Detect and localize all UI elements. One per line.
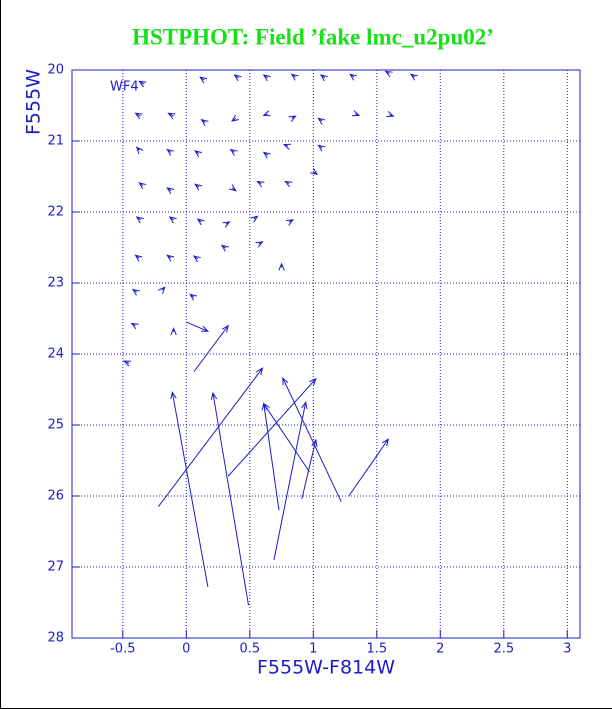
arrowhead <box>319 74 328 82</box>
arrowhead <box>384 70 393 78</box>
arrowhead <box>166 148 175 156</box>
x-tick-label: 3 <box>563 642 571 657</box>
arrowhead <box>309 377 317 386</box>
arrowhead <box>170 391 177 400</box>
arrow <box>348 438 389 497</box>
x-tick-label: 2.5 <box>493 642 514 657</box>
y-tick-label: 28 <box>47 631 64 646</box>
arrowhead <box>222 221 231 228</box>
arrowhead <box>138 182 147 190</box>
arrowhead <box>168 216 177 224</box>
arrowhead <box>200 118 209 126</box>
arrow <box>301 439 317 499</box>
arrow <box>263 403 310 473</box>
arrowhead <box>311 438 318 447</box>
arrowhead <box>138 80 147 88</box>
arrowhead <box>194 150 203 158</box>
arrowhead <box>131 288 140 296</box>
arrow <box>193 325 229 373</box>
plot-frame <box>71 69 581 639</box>
arrowhead <box>221 324 229 333</box>
arrowhead <box>352 110 361 117</box>
annotation: WF4 <box>110 80 139 95</box>
arrowhead <box>282 143 292 150</box>
arrowhead <box>410 73 419 81</box>
arrowhead <box>167 112 176 120</box>
arrowhead <box>301 401 308 410</box>
arrowhead <box>255 241 264 248</box>
arrowhead <box>263 402 270 411</box>
arrowhead <box>166 187 175 195</box>
arrowhead <box>170 327 177 336</box>
y-tick-label: 26 <box>47 489 64 504</box>
arrowhead <box>220 244 229 252</box>
arrow <box>171 392 209 587</box>
arrowhead <box>382 438 389 447</box>
arrowhead <box>284 180 293 188</box>
y-axis-label: F555W <box>23 69 45 135</box>
arrowhead <box>282 376 289 386</box>
arrowhead <box>134 112 143 120</box>
arrow <box>157 367 263 507</box>
arrowhead <box>194 183 203 191</box>
arrowhead <box>250 215 259 223</box>
arrow <box>273 402 307 560</box>
arrowhead <box>262 151 271 159</box>
arrowhead <box>233 74 242 82</box>
arrowhead <box>310 168 319 176</box>
arrow <box>212 392 250 606</box>
x-tick-label: 1 <box>309 642 317 657</box>
arrowhead <box>262 110 271 117</box>
arrowhead <box>166 254 175 262</box>
arrow <box>186 321 209 332</box>
x-tick-label: 0.5 <box>239 642 260 657</box>
x-tick-label: -0.5 <box>110 642 135 657</box>
arrowhead <box>189 293 198 301</box>
arrowhead <box>288 115 297 122</box>
arrowhead <box>199 76 208 84</box>
y-tick-label: 20 <box>47 63 64 78</box>
y-tick-label: 25 <box>47 418 64 433</box>
x-axis-label: F555W-F814W <box>257 657 395 679</box>
x-tick-label: 1.5 <box>366 642 387 657</box>
y-tick-label: 27 <box>47 560 64 575</box>
arrowhead <box>229 148 238 156</box>
arrowhead <box>256 180 265 188</box>
arrowhead <box>256 367 264 376</box>
arrowhead <box>230 114 239 122</box>
arrowhead <box>192 255 201 263</box>
arrowhead <box>386 110 395 117</box>
arrowhead <box>122 360 132 367</box>
y-tick-label: 22 <box>47 205 64 220</box>
arrowhead <box>317 144 326 152</box>
arrowhead <box>196 218 205 226</box>
arrow <box>263 403 280 511</box>
x-tick-label: 2 <box>436 642 444 657</box>
y-tick-label: 21 <box>47 134 64 149</box>
chart-title: HSTPHOT: Field ’fake lmc_u2pu02’ <box>132 24 494 49</box>
arrowhead <box>134 254 143 262</box>
arrowhead <box>200 325 210 332</box>
arrowhead <box>317 117 326 125</box>
y-tick-label: 24 <box>47 347 64 362</box>
arrowhead <box>278 262 285 271</box>
arrowhead <box>130 322 139 330</box>
arrowhead <box>285 219 295 226</box>
arrowhead <box>135 216 144 224</box>
arrowhead <box>135 146 144 155</box>
x-tick-label: 0 <box>182 642 190 657</box>
arrowhead <box>210 391 218 400</box>
arrowhead <box>228 184 237 192</box>
arrowhead <box>349 73 358 81</box>
arrow <box>282 377 342 502</box>
y-tick-label: 23 <box>47 276 64 291</box>
arrowhead <box>158 286 166 295</box>
arrowhead <box>290 73 299 81</box>
arrowhead <box>262 74 271 82</box>
arrow <box>227 378 317 477</box>
